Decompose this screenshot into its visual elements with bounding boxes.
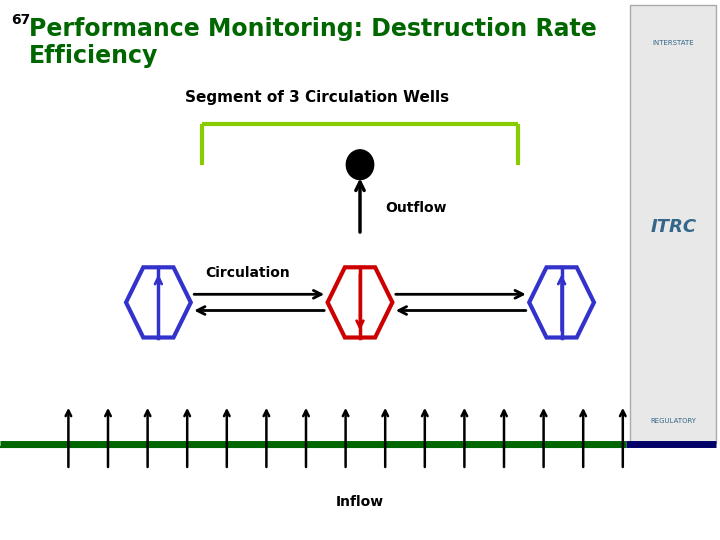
Ellipse shape xyxy=(346,150,374,180)
Polygon shape xyxy=(126,267,191,338)
Text: ITRC: ITRC xyxy=(650,218,696,236)
Text: Outflow: Outflow xyxy=(385,201,446,215)
Text: Circulation: Circulation xyxy=(205,266,290,280)
Text: 67: 67 xyxy=(11,14,30,28)
Text: REGULATORY: REGULATORY xyxy=(650,418,696,424)
Text: Inflow: Inflow xyxy=(336,495,384,509)
Text: Performance Monitoring: Destruction Rate
Efficiency: Performance Monitoring: Destruction Rate… xyxy=(29,17,597,68)
Text: INTERSTATE: INTERSTATE xyxy=(652,40,694,46)
Polygon shape xyxy=(328,267,392,338)
Text: Segment of 3 Circulation Wells: Segment of 3 Circulation Wells xyxy=(185,90,449,105)
Polygon shape xyxy=(529,267,594,338)
FancyBboxPatch shape xyxy=(630,5,716,443)
